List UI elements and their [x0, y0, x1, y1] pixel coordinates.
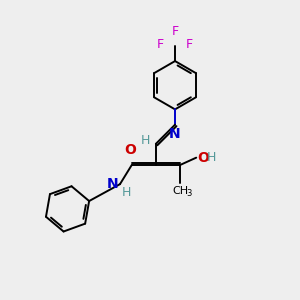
Text: F: F	[172, 25, 178, 38]
Text: 3: 3	[187, 189, 192, 198]
Text: N: N	[169, 127, 181, 141]
Text: F: F	[157, 38, 164, 50]
Text: O: O	[124, 143, 136, 157]
Text: H: H	[141, 134, 151, 147]
Text: H: H	[122, 186, 131, 199]
Text: H: H	[206, 151, 216, 164]
Text: N: N	[107, 177, 118, 191]
Text: O: O	[197, 151, 209, 165]
Text: CH: CH	[172, 186, 188, 196]
Text: F: F	[186, 38, 193, 50]
